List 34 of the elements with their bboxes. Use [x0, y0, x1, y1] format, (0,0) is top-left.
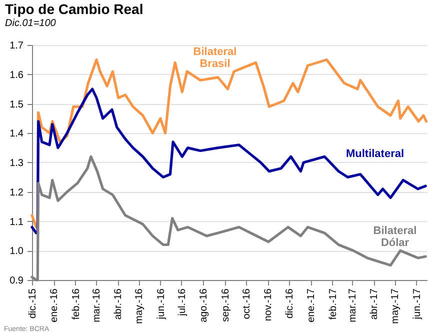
series-label: Bilateral Brasil — [193, 46, 237, 70]
y-tick-label: 1.6 — [10, 70, 24, 81]
x-tick-label: may.-16 — [134, 288, 146, 324]
y-tick-label: 1.1 — [10, 216, 24, 228]
x-tick-label: ago.-16 — [198, 288, 210, 322]
series-label: Bilateral Dólar — [373, 225, 417, 249]
x-tick-label: may.-17 — [390, 288, 402, 324]
y-tick-label: 0.9 — [10, 276, 24, 286]
x-tick-label: abr.-17 — [369, 288, 380, 320]
x-tick-label: oct.-16 — [241, 288, 252, 320]
x-tick-label: jul.-16 — [176, 288, 188, 317]
y-tick-label: 1.5 — [10, 99, 24, 110]
x-tick-label: sep.-16 — [220, 288, 232, 322]
x-tick-label: jun.-17 — [412, 288, 423, 320]
x-tick-label: dic.-15 — [28, 288, 38, 319]
x-tick-label: dic.-16 — [284, 288, 296, 319]
x-tick-label: abr.-16 — [113, 288, 124, 320]
series-label: Multilateral — [346, 148, 404, 160]
x-tick-label: jun.-16 — [156, 288, 167, 320]
y-tick-label: 1.3 — [10, 158, 24, 169]
x-tick-label: mar.-17 — [347, 288, 358, 322]
y-tick-label: 1.7 — [10, 40, 24, 52]
y-tick-label: 1.4 — [10, 128, 24, 140]
y-tick-label: 1.2 — [10, 187, 24, 198]
x-tick-label: ene.-16 — [49, 288, 60, 322]
x-tick-label: feb.-16 — [71, 288, 82, 320]
y-tick-label: 1.0 — [10, 246, 24, 258]
chart-title: Tipo de Cambio Real — [5, 1, 144, 17]
x-tick-label: feb.-17 — [328, 288, 339, 320]
x-tick-label: nov.-16 — [263, 288, 274, 322]
x-tick-label: ene.-17 — [306, 288, 318, 322]
chart-subtitle: Dic.01=100 — [5, 18, 56, 29]
x-tick-label: mar.-16 — [91, 288, 102, 322]
line-series — [30, 88, 427, 234]
